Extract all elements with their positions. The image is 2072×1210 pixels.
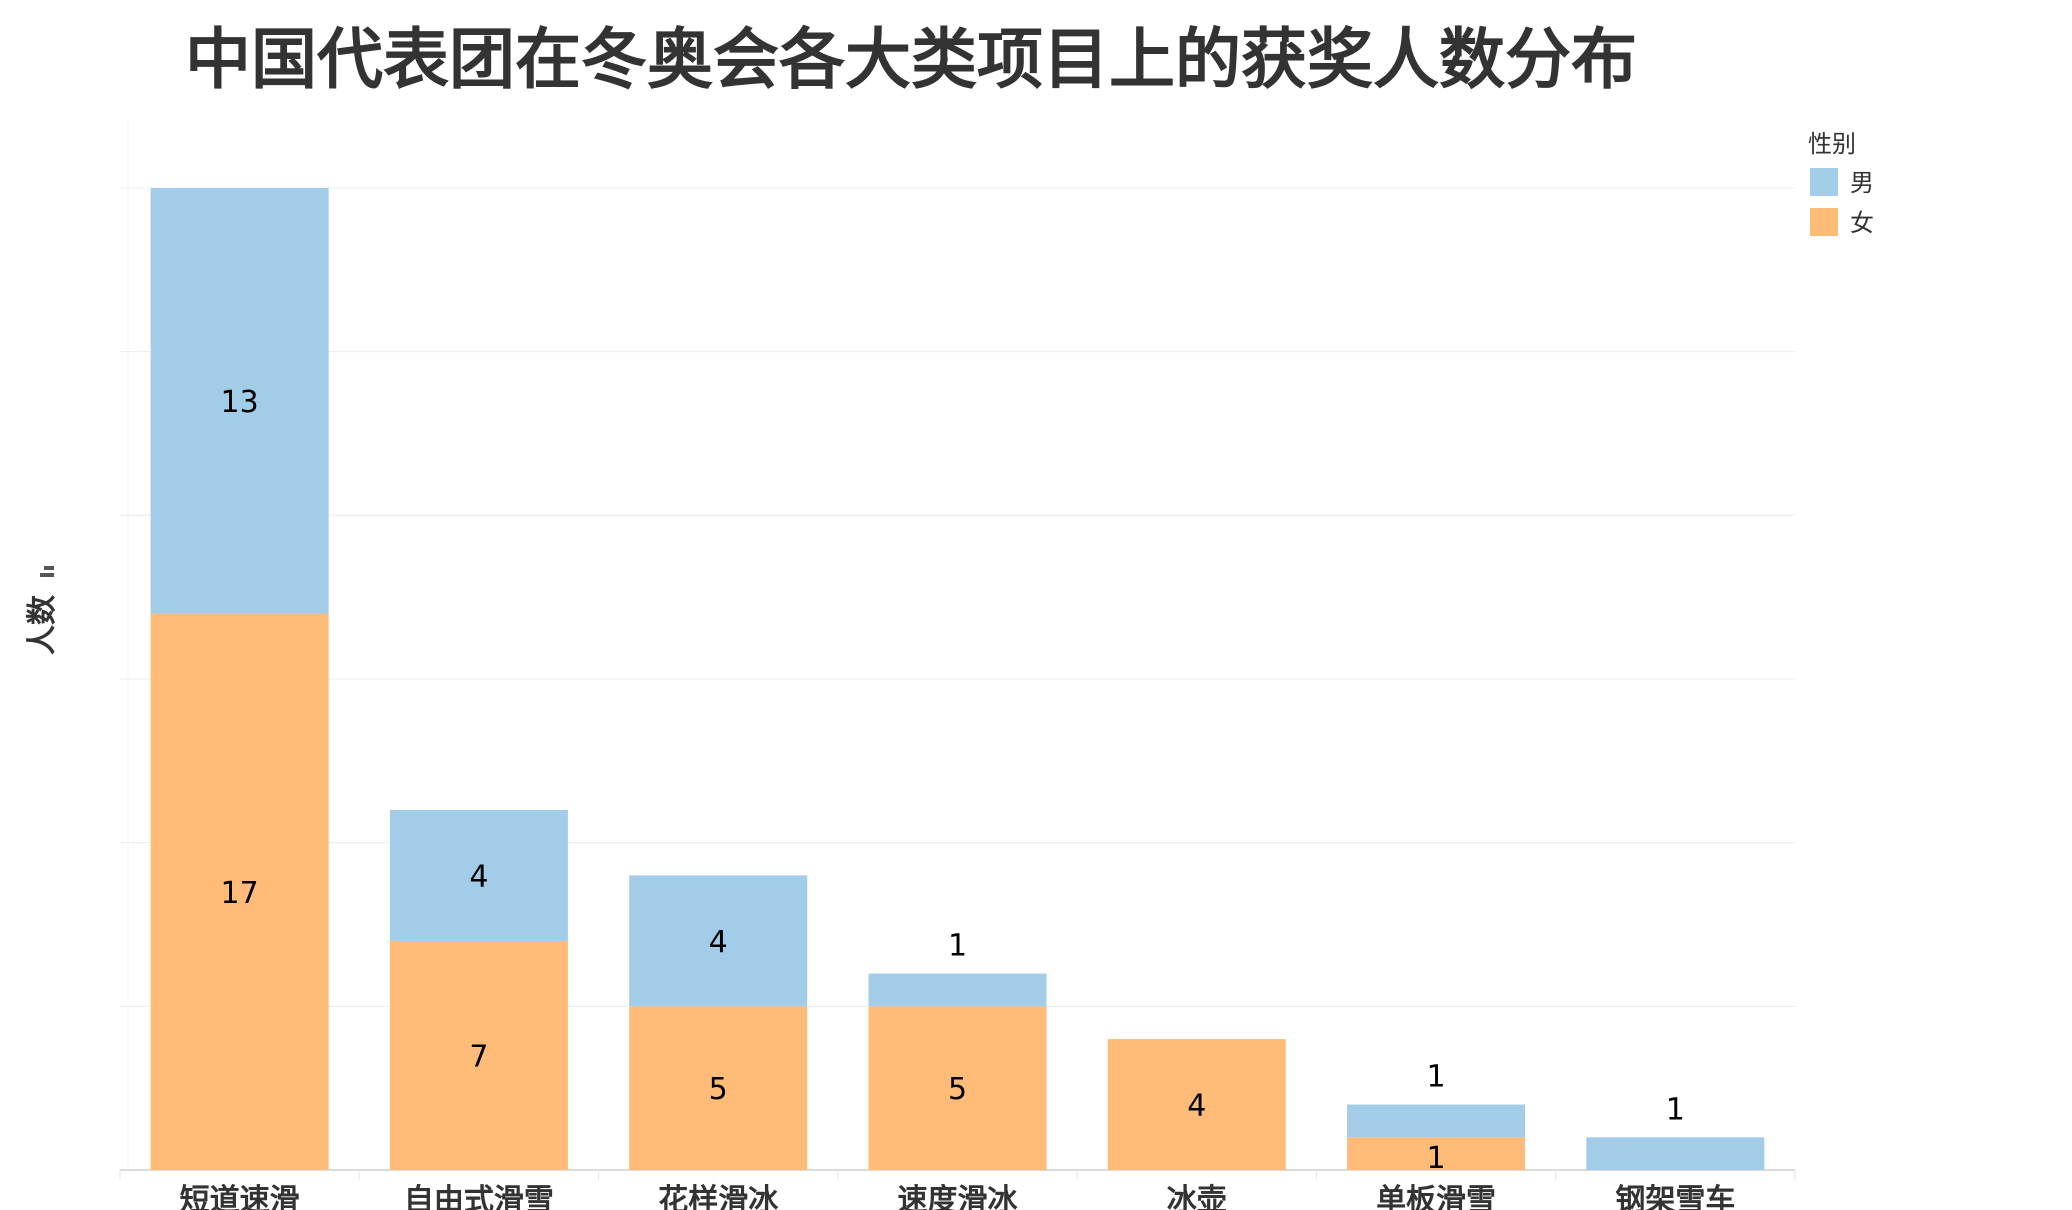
x-tick-label: 花样滑冰 <box>658 1183 779 1210</box>
legend-swatch[interactable] <box>1810 168 1838 196</box>
bar-male[interactable] <box>1347 1104 1526 1138</box>
bar-female[interactable] <box>629 1006 808 1170</box>
x-tick-label: 短道速滑 <box>180 1183 300 1210</box>
bar-female[interactable] <box>1107 1039 1286 1170</box>
data-label: 13 <box>221 385 259 420</box>
legend-label: 女 <box>1850 209 1874 237</box>
data-label: 5 <box>948 1072 967 1107</box>
data-label: 4 <box>709 925 728 960</box>
x-tick-label: 钢架雪车 <box>1615 1183 1735 1210</box>
data-label: 1 <box>1427 1060 1446 1095</box>
y-axis-title: 人数 <box>25 594 60 655</box>
data-labels: 17 13 7 4 5 4 5 1 4 1 1 1 <box>221 385 1685 1176</box>
bar-female[interactable] <box>1347 1137 1526 1170</box>
x-tick-labels: 短道速滑 自由式滑雪 花样滑冰 速度滑冰 冰壶 单板滑雪 钢架雪车 <box>180 1183 1736 1210</box>
data-label: 1 <box>948 929 967 964</box>
data-label: 17 <box>221 876 259 911</box>
x-tick-label: 速度滑冰 <box>898 1183 1019 1210</box>
bar-male[interactable] <box>1586 1137 1765 1170</box>
data-label: 7 <box>469 1039 488 1074</box>
data-label: 4 <box>469 859 488 894</box>
bar-male[interactable] <box>389 809 568 941</box>
x-tick-label: 单板滑雪 <box>1376 1183 1496 1210</box>
data-label: 5 <box>709 1072 728 1107</box>
bar-female[interactable] <box>868 1006 1047 1170</box>
data-label: 1 <box>1666 1092 1685 1127</box>
bar-male[interactable] <box>150 188 329 614</box>
axes <box>119 122 1796 1180</box>
legend-title: 性别 <box>1808 130 1856 158</box>
sort-icon[interactable] <box>40 566 54 577</box>
y-axis-label: 人数 <box>25 566 60 655</box>
bar-female[interactable] <box>150 613 329 1170</box>
x-tick-label: 冰壶 <box>1167 1183 1227 1210</box>
bars <box>150 188 1765 1170</box>
legend: 性别 男女 <box>1808 130 1874 237</box>
data-label: 4 <box>1187 1089 1206 1124</box>
data-label: 1 <box>1427 1141 1446 1176</box>
chart-title: 中国代表团在冬奥会各大类项目上的获奖人数分布 <box>185 21 1637 98</box>
x-tick-label: 自由式滑雪 <box>404 1183 554 1210</box>
bar-male[interactable] <box>629 875 808 1007</box>
bar-female[interactable] <box>389 940 568 1170</box>
legend-swatch[interactable] <box>1810 208 1838 236</box>
bar-male[interactable] <box>868 973 1047 1007</box>
legend-label: 男 <box>1850 169 1874 197</box>
